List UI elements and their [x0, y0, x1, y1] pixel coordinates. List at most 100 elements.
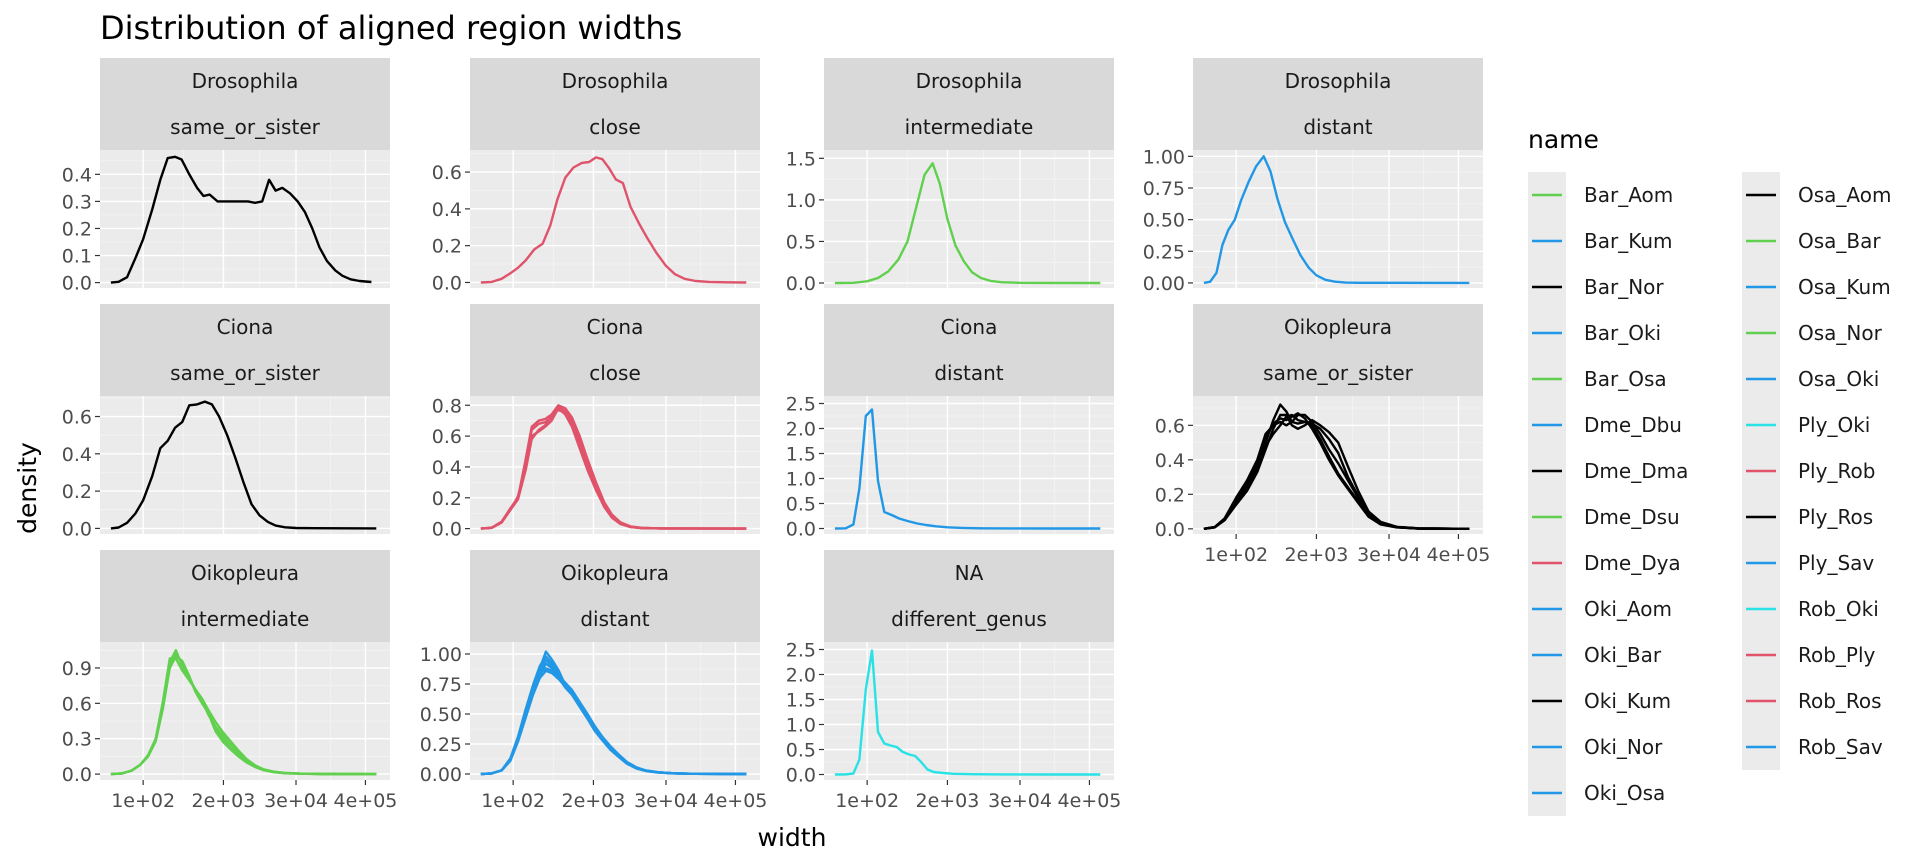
density-curve — [1203, 413, 1470, 530]
y-tick-label: 0.0 — [786, 519, 816, 541]
strip-background — [1193, 304, 1483, 350]
legend-entry-label: Bar_Osa — [1584, 367, 1667, 391]
y-tick-label: 0.2 — [432, 236, 462, 258]
strip-label: Oikopleura — [561, 561, 669, 585]
density-curve — [834, 649, 1101, 776]
facet-panel: Oikopleura distant 0.00 0.25 0.50 0.75 1.00 1e+… — [420, 550, 767, 812]
panel-background — [824, 150, 1114, 288]
x-tick-label: 2e+03 — [191, 790, 255, 812]
y-tick-label: 0.00 — [1143, 273, 1185, 295]
legend-entry-label: Dme_Dbu — [1584, 413, 1682, 437]
x-tick-label: 3e+04 — [1357, 544, 1421, 566]
density-curve — [834, 408, 1101, 530]
x-tick-label: 1e+02 — [1204, 544, 1268, 566]
strip-background — [100, 350, 390, 396]
legend-entry-label: Osa_Bar — [1798, 229, 1881, 253]
legend-entry-label: Bar_Aom — [1584, 183, 1673, 207]
y-tick-label: 2.5 — [786, 394, 816, 416]
strip-label: Ciona — [217, 315, 274, 339]
facet-panel: Drosophila distant 0.00 0.25 0.50 0.75 1.00 — [1143, 58, 1483, 295]
y-tick-label: 0.0 — [786, 765, 816, 787]
density-curve — [480, 658, 747, 776]
y-tick-label: 0.50 — [1143, 210, 1185, 232]
y-tick-label: 0.0 — [62, 518, 92, 540]
strip-background — [824, 58, 1114, 104]
legend-entry-label: Dme_Dma — [1584, 459, 1688, 483]
y-tick-label: 0.6 — [62, 693, 92, 715]
strip-background — [470, 596, 760, 642]
strip-label: Drosophila — [1285, 69, 1392, 93]
y-tick-label: 2.0 — [786, 419, 816, 441]
y-tick-label: 0.3 — [62, 191, 92, 213]
strip-label: Ciona — [587, 315, 644, 339]
strip-background — [1193, 58, 1483, 104]
legend-entry-label: Bar_Nor — [1584, 275, 1664, 299]
y-tick-label: 0.75 — [1143, 178, 1185, 200]
y-tick-label: 1.5 — [786, 444, 816, 466]
legend-entry-label: Rob_Oki — [1798, 597, 1879, 621]
facet-panel: Ciona same_or_sister 0.0 0.2 0.4 0.6 — [62, 304, 390, 540]
y-tick-label: 1.5 — [786, 148, 816, 170]
y-tick-label: 1.00 — [420, 644, 462, 666]
facet-panel: Ciona close 0.0 0.2 0.4 0.6 0.8 — [432, 304, 760, 541]
y-tick-label: 0.4 — [1155, 450, 1185, 472]
x-tick-label: 2e+03 — [561, 790, 625, 812]
y-tick-label: 2.5 — [786, 640, 816, 662]
strip-label: distant — [934, 361, 1003, 385]
strip-label: distant — [1303, 115, 1372, 139]
y-tick-label: 2.0 — [786, 665, 816, 687]
strip-label: NA — [955, 561, 984, 585]
y-tick-label: 0.2 — [432, 488, 462, 510]
strip-background — [470, 104, 760, 150]
density-curve — [110, 155, 372, 284]
density-curve — [110, 400, 377, 530]
x-tick-label: 2e+03 — [1284, 544, 1348, 566]
legend-entry-label: Rob_Ros — [1798, 689, 1882, 713]
legend-entry-label: Oki_Nor — [1584, 735, 1663, 759]
facet-panel: Oikopleura intermediate 0.0 0.3 0.6 0.9 1e+02 2… — [62, 550, 397, 812]
density-curve — [110, 652, 377, 776]
y-tick-label: 0.0 — [62, 273, 92, 295]
strip-background — [824, 304, 1114, 350]
strip-label: distant — [580, 607, 649, 631]
legend-entry-label: Bar_Kum — [1584, 229, 1672, 253]
strip-label: different_genus — [891, 607, 1047, 631]
legend-entry-label: Rob_Ply — [1798, 643, 1876, 667]
strip-label: Drosophila — [562, 69, 669, 93]
legend-entry-label: Bar_Oki — [1584, 321, 1661, 345]
y-tick-label: 0.25 — [1143, 241, 1185, 263]
legend-entry-label: Ply_Ros — [1798, 505, 1873, 529]
legend-title: name — [1528, 125, 1599, 154]
strip-background — [470, 350, 760, 396]
legend-entry-label: Oki_Bar — [1584, 643, 1662, 667]
strip-background — [470, 58, 760, 104]
facet-panel: NA different_genus 0.0 0.5 1.0 1.5 2.0 2.5 1e+02… — [786, 550, 1122, 812]
y-tick-label: 0.0 — [432, 519, 462, 541]
strip-background — [824, 596, 1114, 642]
strip-background — [470, 304, 760, 350]
x-tick-label: 4e+05 — [1427, 544, 1491, 566]
strip-label: close — [589, 361, 641, 385]
strip-label: intermediate — [181, 607, 310, 631]
y-tick-label: 0.6 — [1155, 415, 1185, 437]
panel-background — [100, 396, 390, 534]
x-tick-label: 1e+02 — [481, 790, 545, 812]
strip-background — [100, 304, 390, 350]
legend-key-background — [1528, 172, 1566, 816]
y-tick-label: 0.0 — [432, 272, 462, 294]
y-tick-label: 0.2 — [62, 218, 92, 240]
y-tick-label: 0.00 — [420, 764, 462, 786]
legend-entry-label: Osa_Oki — [1798, 367, 1879, 391]
density-curve — [1203, 155, 1470, 285]
y-tick-label: 0.5 — [786, 231, 816, 253]
x-tick-label: 4e+05 — [1058, 790, 1122, 812]
panel-background — [470, 396, 760, 534]
y-tick-label: 0.4 — [62, 164, 92, 186]
y-tick-label: 0.2 — [62, 481, 92, 503]
strip-background — [1193, 104, 1483, 150]
strip-background — [470, 550, 760, 596]
y-tick-label: 0.0 — [62, 764, 92, 786]
y-tick-label: 0.5 — [786, 740, 816, 762]
strip-label: close — [589, 115, 641, 139]
